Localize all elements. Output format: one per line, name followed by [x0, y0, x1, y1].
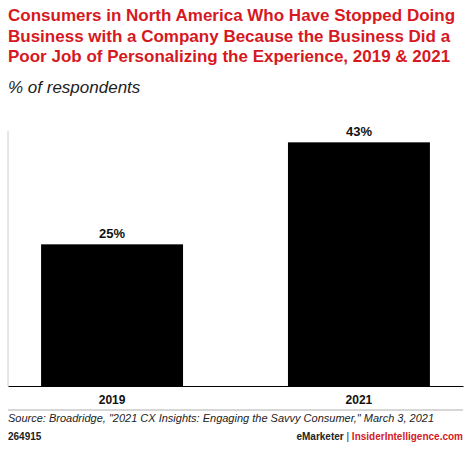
bars	[41, 142, 430, 386]
chart: Consumers in North America Who Have Stop…	[0, 0, 470, 456]
title-line: Poor Job of Personalizing the Experience…	[8, 47, 450, 66]
x-tick-label: 2019	[99, 393, 126, 407]
bar	[41, 244, 183, 386]
title-line: Business with a Company Because the Busi…	[8, 27, 451, 46]
chart-id: 264915	[8, 431, 42, 442]
title-line: Consumers in North America Who Have Stop…	[8, 6, 455, 25]
x-axis-line	[9, 386, 464, 387]
footer-part: InsiderIntelligence.com	[349, 431, 463, 442]
x-tick-label: 2021	[346, 393, 373, 407]
data-label: 43%	[346, 124, 372, 139]
bar	[288, 142, 430, 386]
rule	[8, 410, 463, 411]
data-label: 25%	[99, 226, 125, 241]
data-labels: 25% 43%	[99, 124, 372, 241]
x-tick: 2021	[346, 386, 373, 407]
x-axis: 2019 2021	[9, 386, 464, 407]
y-axis-line	[8, 131, 9, 386]
source: Source: Broadridge, "2021 CX Insights: E…	[8, 412, 434, 424]
x-tick: 2019	[99, 386, 126, 407]
footer-part: eMarketer	[296, 431, 343, 442]
subtitle: % of respondents	[8, 78, 141, 97]
title: Consumers in North America Who Have Stop…	[8, 6, 455, 66]
footer: eMarketer | InsiderIntelligence.com	[296, 431, 463, 442]
